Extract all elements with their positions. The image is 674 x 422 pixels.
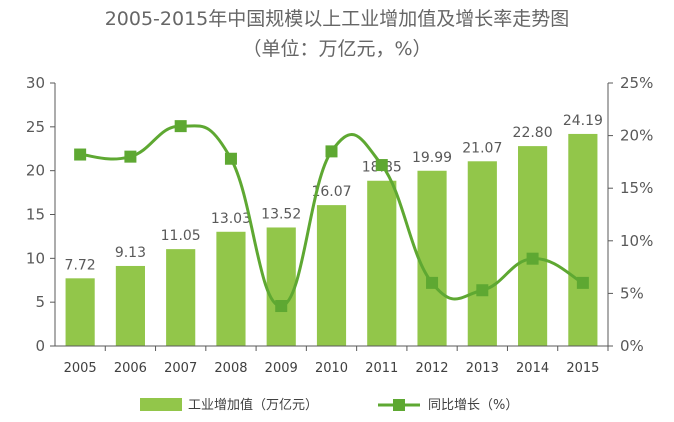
legend-bar-label: 工业增加值（万亿元） [188,397,318,413]
bar-2012 [417,170,447,346]
left-tick-label: 0 [35,337,45,355]
x-tick-label-2005: 2005 [64,361,97,376]
line-marker-2007 [174,120,187,133]
bar-2011 [367,180,397,346]
bar-2015 [568,133,598,346]
line-marker-2011 [375,159,388,172]
chart-title: 2005-2015年中国规模以上工业增加值及增长率走势图 [105,8,570,30]
bar-label-2009: 13.52 [261,206,301,222]
bar-label-2010: 16.07 [311,184,351,200]
x-tick-label-2011: 2011 [365,361,398,376]
x-tick-label-2007: 2007 [164,361,197,376]
bar-label-2015: 24.19 [563,113,603,129]
bar-label-2005: 7.72 [65,257,96,273]
chart-subtitle: （单位：万亿元，%） [242,38,431,60]
x-tick-label-2006: 2006 [114,361,147,376]
legend-bar-swatch [140,398,182,411]
right-tick-label: 5% [620,284,644,302]
left-y-axis: 0 5 10 15 20 25 30 [26,74,56,355]
bar-2005 [65,278,95,346]
right-tick-label: 20% [620,127,653,145]
bar-label-2014: 22.80 [513,125,553,141]
bar-2009 [266,227,296,346]
bar-series [65,133,598,346]
bar-2007 [166,249,196,346]
x-tick-label-2015: 2015 [566,361,599,376]
bar-data-labels: 7.729.1311.0513.0313.5216.0718.8519.9921… [65,113,603,273]
line-marker-2012 [426,276,439,289]
line-marker-2009 [275,300,288,313]
left-tick-label: 20 [26,162,45,180]
left-tick-label: 5 [35,293,45,311]
right-tick-label: 15% [620,179,653,197]
legend-line-marker [393,399,405,411]
bar-2006 [115,265,145,346]
bar-2014 [518,146,548,346]
line-marker-2008 [224,152,237,165]
bar-label-2008: 13.03 [211,211,251,227]
left-tick-label: 15 [26,206,45,224]
line-marker-2014 [526,252,539,265]
x-tick-label-2012: 2012 [415,361,448,376]
line-marker-2013 [476,284,489,297]
line-marker-2005 [74,148,87,161]
line-marker-2010 [325,145,338,158]
left-tick-label: 10 [26,249,45,267]
line-marker-2006 [124,150,137,163]
bar-2008 [216,231,246,346]
bar-2010 [316,205,347,346]
line-series [74,120,589,313]
left-tick-label: 30 [26,74,45,92]
bar-label-2007: 11.05 [161,228,201,244]
x-tick-label-2008: 2008 [214,361,247,376]
x-tick-label-2013: 2013 [466,361,499,376]
x-tick-label-2009: 2009 [265,361,298,376]
right-y-axis: 0% 5% 10% 15% 20% 25% [607,74,653,355]
bar-2013 [467,161,497,346]
right-tick-label: 25% [620,74,653,92]
legend-line-label: 同比增长（%） [428,398,518,413]
bar-label-2006: 9.13 [115,245,146,261]
right-tick-label: 10% [620,232,653,250]
left-tick-label: 25 [26,118,45,136]
right-tick-label: 0% [620,337,644,355]
x-axis: 2005 2006 2007 2008 2009 2010 2011 2012 2013 2014… [55,345,609,376]
bar-label-2013: 21.07 [462,140,502,156]
line-marker-2015 [576,276,589,289]
x-tick-label-2010: 2010 [315,361,348,376]
x-tick-label-2014: 2014 [516,361,549,376]
bar-label-2012: 19.99 [412,150,452,166]
legend: 工业增加值（万亿元） 同比增长（%） [140,397,518,413]
